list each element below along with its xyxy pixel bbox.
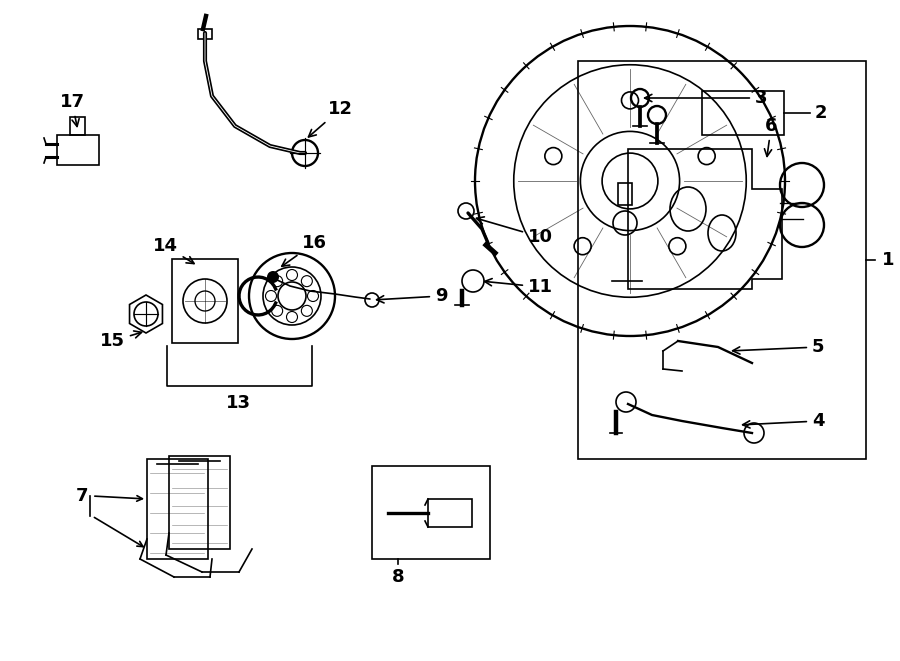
Text: 3: 3 xyxy=(644,89,768,107)
Bar xyxy=(198,29,212,39)
Text: 14: 14 xyxy=(153,237,194,264)
Circle shape xyxy=(267,271,279,283)
Text: 10: 10 xyxy=(476,217,553,246)
Text: 7: 7 xyxy=(76,487,88,505)
Text: 17: 17 xyxy=(59,93,85,126)
Bar xyxy=(57,135,99,165)
Bar xyxy=(428,499,472,527)
Bar xyxy=(372,466,490,559)
Text: 5: 5 xyxy=(733,338,824,356)
Text: 16: 16 xyxy=(282,234,327,266)
Text: 15: 15 xyxy=(100,331,141,350)
Bar xyxy=(702,91,784,135)
Text: 2: 2 xyxy=(815,104,827,122)
Text: 8: 8 xyxy=(392,568,404,586)
Text: 11: 11 xyxy=(484,278,553,296)
Text: 9: 9 xyxy=(376,287,447,305)
Circle shape xyxy=(458,203,474,219)
Text: 1: 1 xyxy=(882,251,895,269)
Bar xyxy=(578,61,866,459)
Text: 12: 12 xyxy=(309,100,353,137)
Text: 6: 6 xyxy=(764,117,778,157)
Bar xyxy=(70,117,85,135)
Text: 4: 4 xyxy=(742,412,824,430)
Text: 13: 13 xyxy=(226,394,250,412)
Bar xyxy=(618,183,632,205)
